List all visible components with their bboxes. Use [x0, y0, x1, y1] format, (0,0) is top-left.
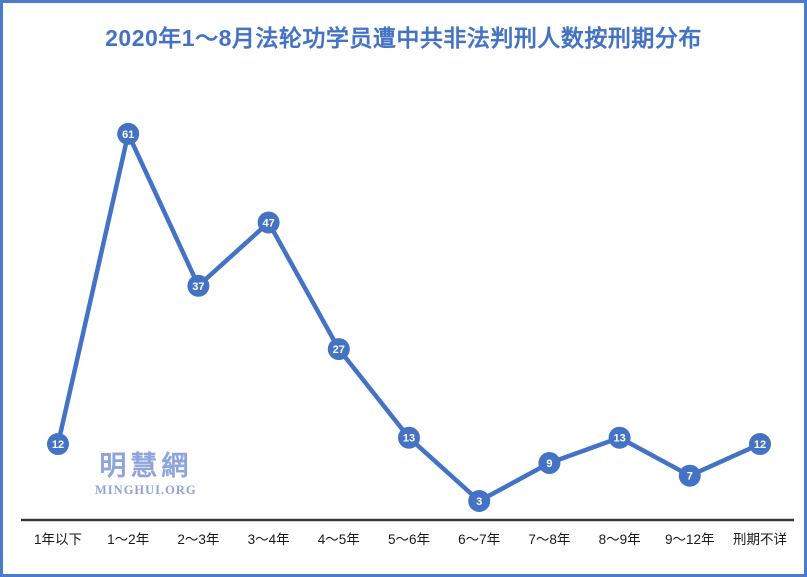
data-point-label: 27 — [333, 344, 345, 356]
data-point-marker — [257, 211, 280, 234]
data-point-label: 13 — [403, 433, 415, 445]
data-point-marker — [608, 426, 631, 449]
data-point-label: 12 — [52, 439, 64, 451]
data-point-marker — [468, 490, 491, 513]
data-point-label: 47 — [262, 217, 274, 229]
line-chart: 12 61 37 47 27 13 3 9 13 7 12 1年以下 1～2年 2～3年 3～4年 4～5年 5… — [21, 122, 794, 547]
data-point-label: 9 — [546, 458, 552, 470]
x-axis-tick-label: 1年以下 — [34, 532, 82, 547]
data-point-label: 61 — [122, 129, 134, 141]
minghui-watermark: 明慧網 MINGHUI.ORG — [95, 452, 197, 498]
x-axis-tick-label: 9～12年 — [665, 532, 715, 547]
data-point-marker — [117, 122, 140, 145]
data-point-marker — [749, 433, 771, 456]
x-axis-tick-label: 7～8年 — [528, 532, 570, 547]
data-point-marker — [398, 426, 420, 449]
x-axis-tick-label: 4～5年 — [318, 532, 360, 547]
data-point-label: 3 — [476, 496, 482, 508]
x-axis-tick-label: 3～4年 — [248, 532, 290, 547]
x-axis-tick-label: 2～3年 — [177, 532, 219, 547]
x-axis-tick-label: 6～7年 — [458, 532, 500, 547]
data-point-marker — [678, 464, 701, 487]
chart-title: 2020年1～8月法轮功学员遭中共非法判刑人数按刑期分布 — [105, 25, 702, 51]
x-axis-tick-label: 刑期不详 — [733, 532, 787, 547]
data-point-marker — [327, 338, 350, 361]
data-point-label: 37 — [192, 281, 204, 293]
data-point-marker — [538, 452, 561, 475]
data-point-marker — [187, 274, 210, 297]
data-point-label: 12 — [754, 439, 766, 451]
data-point-marker — [47, 433, 69, 456]
x-axis-tick-label: 8～9年 — [599, 532, 641, 547]
watermark-cjk-text: 明慧網 — [99, 451, 193, 481]
x-axis-tick-label: 1～2年 — [107, 532, 149, 547]
data-point-label: 7 — [687, 471, 693, 483]
data-point-label: 13 — [613, 433, 625, 445]
x-axis-tick-label: 5～6年 — [388, 532, 430, 547]
watermark-latin-text: MINGHUI.ORG — [95, 483, 197, 497]
